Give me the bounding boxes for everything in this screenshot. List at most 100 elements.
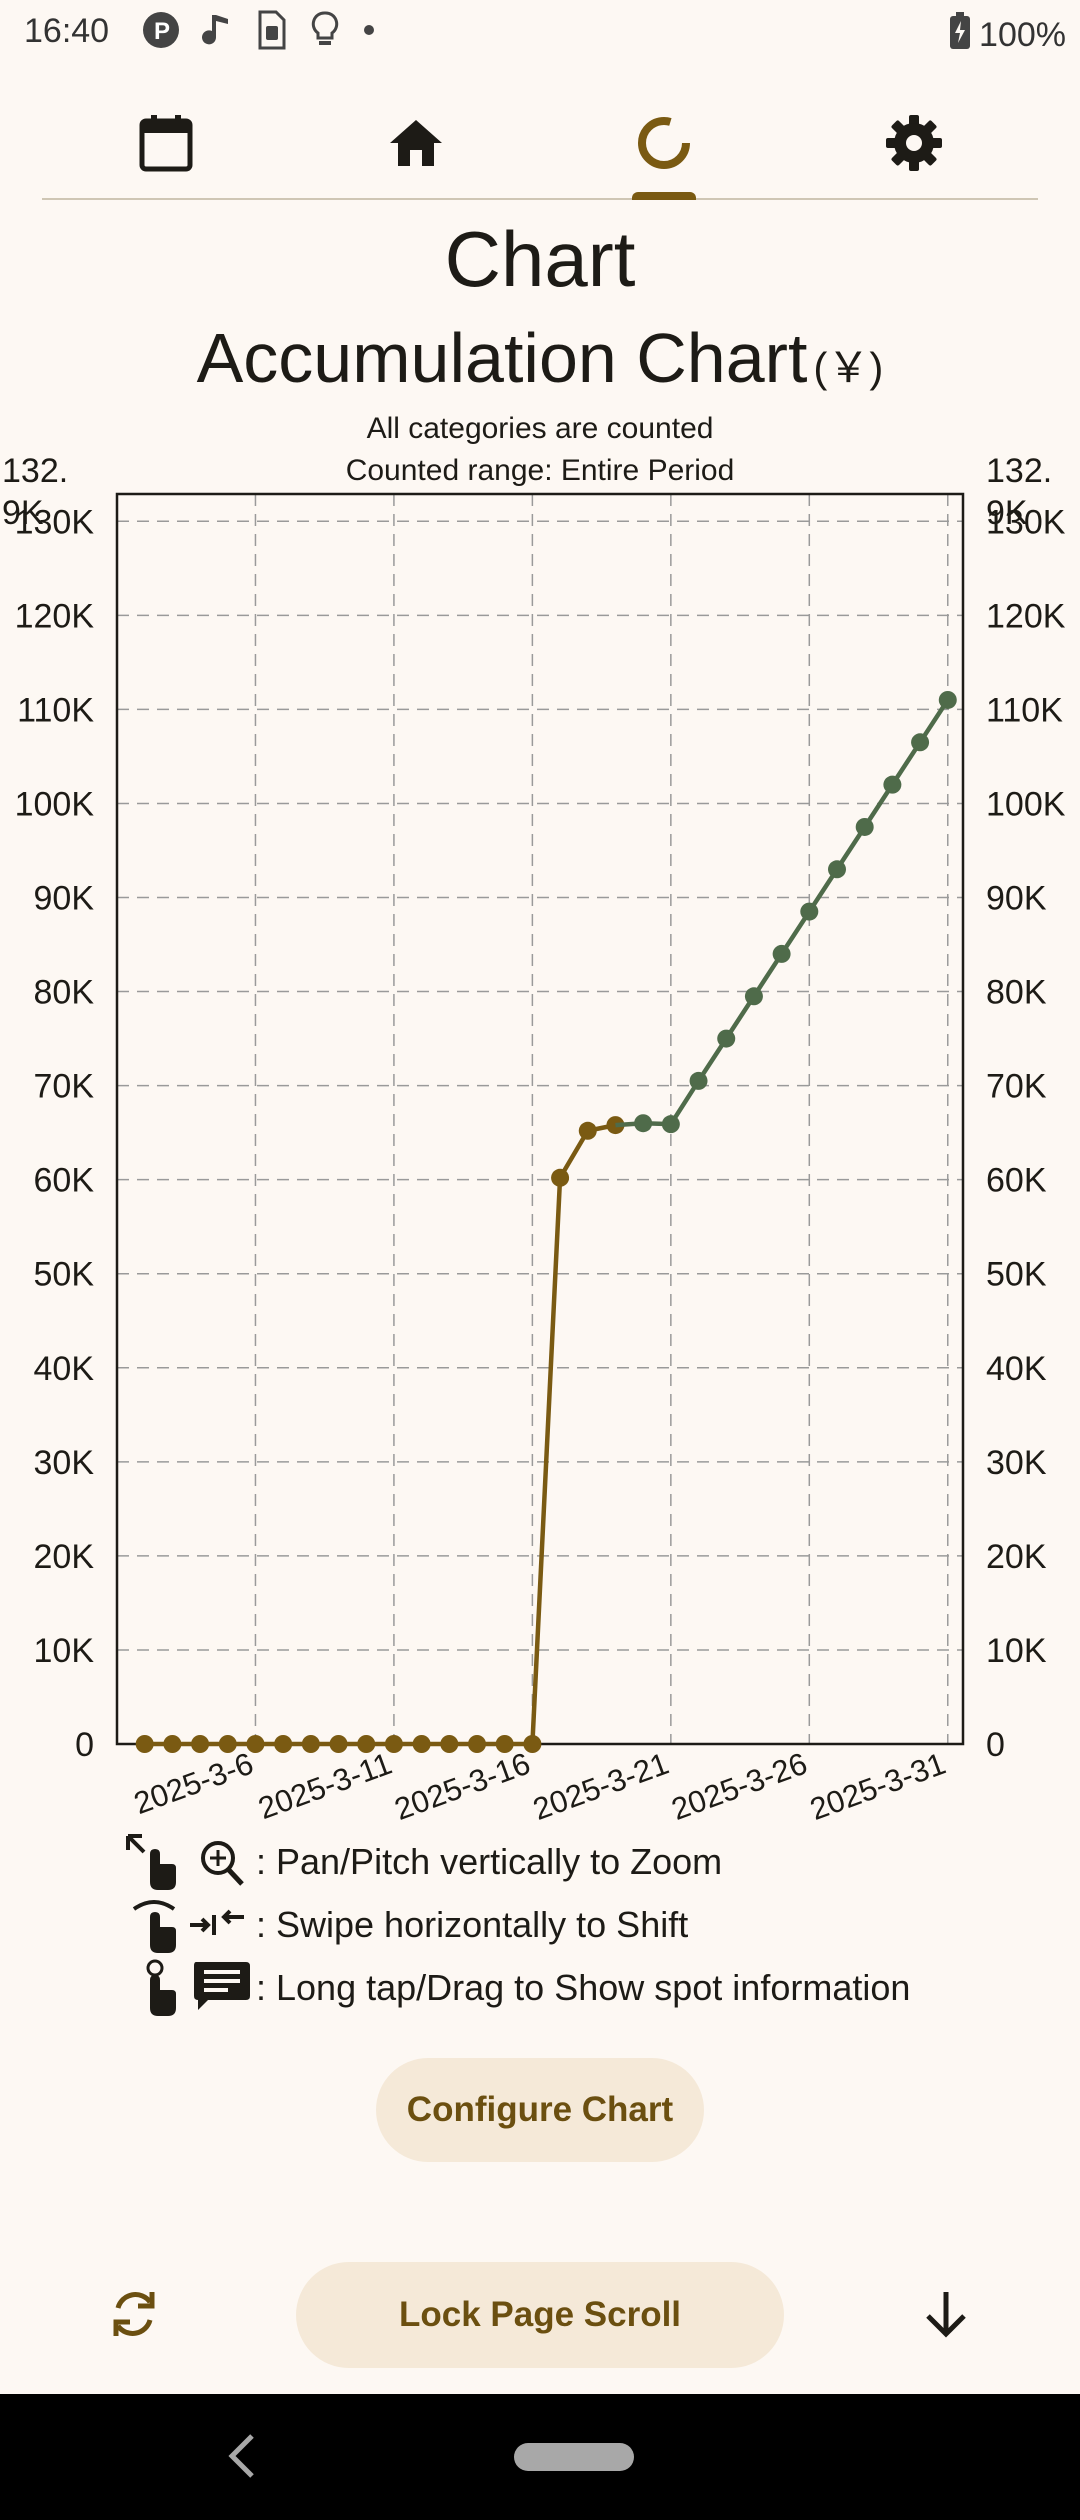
data-point [689,1071,708,1090]
data-point [800,902,819,921]
y-tick-label-right: 100K [986,785,1066,823]
data-point [357,1735,376,1753]
data-point [938,690,957,709]
y-tick-label-right: 40K [986,1350,1047,1388]
swipe-shift-icon [124,1895,250,1955]
nav-back-button[interactable] [214,2430,270,2486]
y-tick-label-right: 20K [986,1538,1047,1576]
y-max-label-left: 9K [2,494,44,532]
data-point [246,1735,265,1753]
y-max-label-right: 9K [986,494,1028,532]
subtitle-categories: All categories are counted [366,412,714,445]
y-tick-label-left: 120K [15,597,95,635]
accumulation-chart[interactable]: 0 0 10K 10K 20K 20K 30K 30K 40K 40K 50K 50K 60K 60K 70… [0,440,1080,1840]
lock-page-scroll-button[interactable]: Lock Page Scroll [296,2262,784,2368]
data-point [828,860,846,879]
system-navigation-bar [0,2394,1080,2520]
y-tick-label-right: 110K [986,691,1063,729]
hint-row-info: : Long tap/Drag to Show spot information [124,1956,910,2019]
y-tick-label-left: 110K [17,691,94,729]
y-tick-label-right: 60K [986,1162,1047,1200]
p-circle-icon: P [142,11,180,49]
data-point [634,1114,653,1133]
y-tick-label-left: 40K [34,1350,95,1388]
page-title: Chart [444,215,636,303]
y-tick-label-left: 90K [34,879,95,917]
long-tap-info-icon [124,1958,250,2018]
arrow-down-icon [918,2286,974,2347]
back-chevron-icon [222,2432,262,2485]
lightbulb-icon [310,10,340,50]
data-point [274,1735,293,1753]
tab-chart[interactable] [614,92,714,200]
tab-settings[interactable] [864,92,964,198]
currency-unit: (￥) [813,344,884,391]
configure-chart-button[interactable]: Configure Chart [376,2058,704,2162]
gear-icon [884,113,944,178]
hint-text-info: : Long tap/Drag to Show spot information [256,1966,911,2008]
data-point [412,1735,431,1753]
x-tick-label: 2025-3-26 [667,1746,812,1827]
y-tick-label-left: 130K [15,503,95,541]
x-tick-label: 2025-3-31 [805,1746,950,1827]
refresh-icon [106,2286,162,2347]
y-tick-label-left: 30K [34,1444,95,1482]
y-tick-label-left: 0 [75,1726,94,1764]
data-point [135,1735,154,1753]
chart-title: Accumulation Chart [196,319,808,397]
top-tab-bar [42,92,1038,200]
y-tick-label-right: 90K [986,879,1047,917]
music-note-icon [202,11,232,49]
data-point [855,817,874,836]
active-tab-indicator [632,192,696,200]
y-max-label-right: 132. [986,452,1052,490]
y-tick-label-left: 100K [15,785,95,823]
data-point [661,1115,680,1134]
y-tick-label-left: 70K [34,1068,95,1106]
x-tick-label: 2025-3-6 [129,1746,258,1821]
data-point [911,733,930,752]
status-icons: P [142,10,376,50]
data-point [440,1735,459,1753]
data-point [384,1735,403,1753]
data-point [578,1121,597,1140]
series-line [144,1122,616,1747]
data-point [523,1735,542,1753]
x-tick-label: 2025-3-11 [254,1746,397,1826]
y-tick-label-right: 0 [986,1726,1005,1764]
data-point [717,1029,736,1048]
gesture-hints: : Pan/Pitch vertically to Zoom : Swipe h… [124,1830,910,2019]
y-tick-label-left: 20K [34,1538,95,1576]
y-tick-label-left: 80K [34,974,95,1012]
battery-icon [949,12,971,59]
data-point [468,1735,486,1753]
nav-home-pill[interactable] [514,2443,634,2471]
data-point [744,987,763,1006]
y-tick-label-left: 10K [34,1632,95,1670]
data-point [218,1735,237,1753]
data-point [191,1735,210,1753]
data-point [495,1735,514,1753]
series-line [615,698,950,1128]
pan-zoom-icon [124,1832,250,1892]
tab-home[interactable] [366,92,466,198]
calendar-icon [138,113,194,178]
y-tick-label-right: 70K [986,1068,1047,1106]
scroll-down-button[interactable] [910,2280,982,2352]
data-point [551,1168,570,1187]
data-point [883,775,902,794]
home-icon [388,118,444,173]
y-tick-label-right: 120K [986,597,1066,635]
svg-text:P: P [154,18,170,45]
y-tick-label-right: 80K [986,974,1047,1012]
y-tick-label-left: 60K [34,1162,95,1200]
chart-title-row: Accumulation Chart (￥) [0,318,1080,398]
dot-icon [362,23,376,37]
hint-text-shift: : Swipe horizontally to Shift [256,1903,689,1945]
status-time: 16:40 [24,12,110,50]
tab-calendar[interactable] [116,92,216,198]
y-tick-label-right: 50K [986,1256,1047,1294]
status-right: 100% [949,12,1066,59]
data-point [772,944,791,963]
refresh-button[interactable] [98,2280,170,2352]
